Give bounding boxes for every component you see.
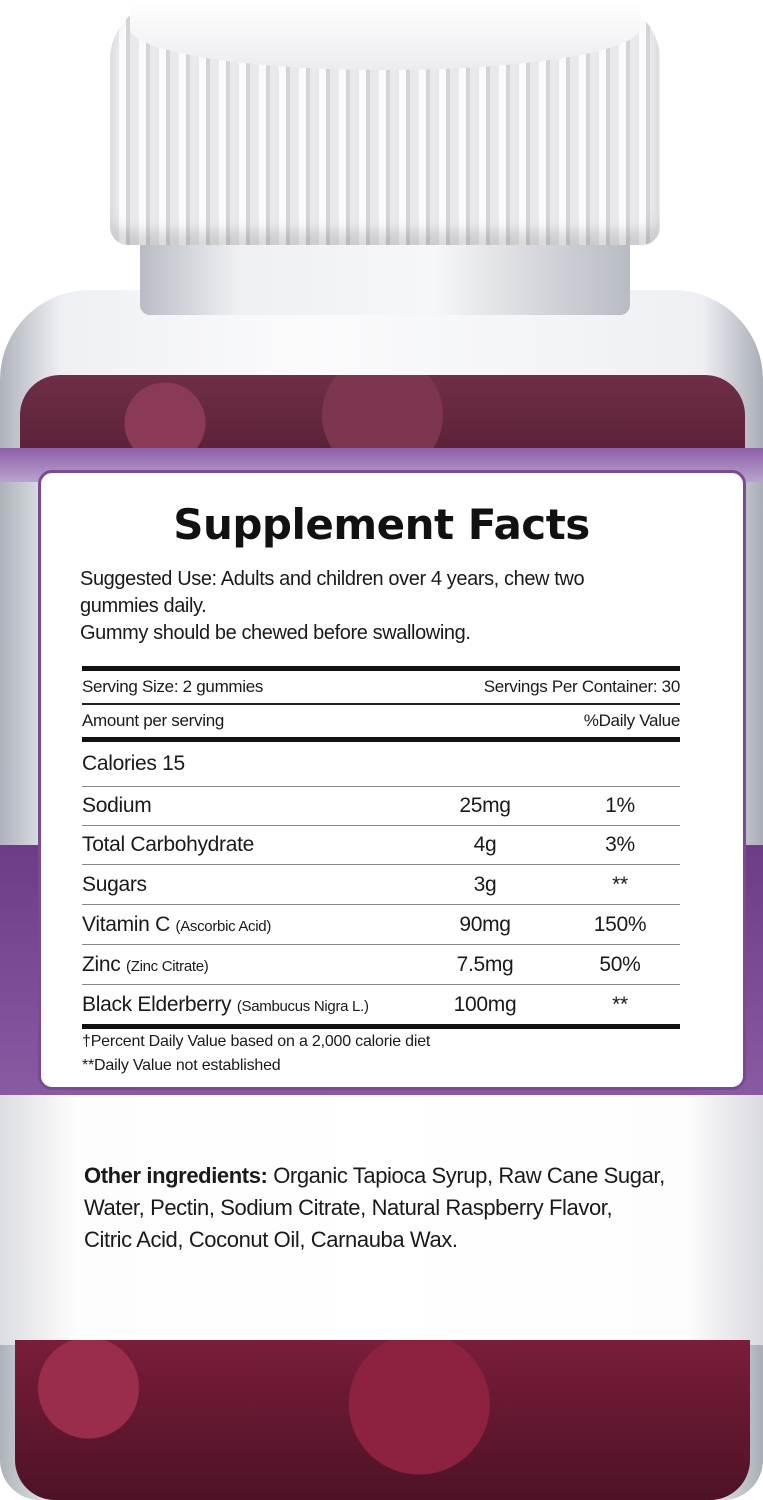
suggested-use-line: Suggested Use: Adults and children over … <box>80 568 585 590</box>
nutrient-daily-value: 50% <box>599 952 641 976</box>
nutrient-row: Total Carbohydrate 4g 3% <box>82 826 680 864</box>
footnote: **Daily Value not established <box>82 1057 281 1074</box>
nutrient-row: Zinc (Zinc Citrate) 7.5mg 50% <box>82 945 680 984</box>
cap-top <box>130 0 640 70</box>
nutrient-label: Sugars <box>82 872 147 896</box>
suggested-use: Suggested Use: Adults and children over … <box>80 566 700 647</box>
ingredients-line: Citric Acid, Coconut Oil, Carnauba Wax. <box>84 1227 458 1252</box>
divider <box>82 786 680 787</box>
other-ingredients: Other ingredients: Organic Tapioca Syrup… <box>84 1160 724 1256</box>
nutrient-amount: 25mg <box>459 794 511 817</box>
nutrient-daily-value: 3% <box>605 833 635 856</box>
serving-size: Serving Size: 2 gummies <box>82 677 264 696</box>
divider <box>82 825 680 826</box>
divider <box>82 904 680 905</box>
nutrient-row: Sugars 3g ** <box>82 865 680 904</box>
nutrient-amount: 90mg <box>459 912 511 936</box>
supplement-facts-title: Supplement Facts <box>173 500 590 549</box>
suggested-use-line: Gummy should be chewed before swallowing… <box>80 622 471 644</box>
nutrient-amount: 3g <box>473 872 497 896</box>
divider <box>82 737 680 742</box>
nutrient-label: Vitamin C <box>82 912 170 936</box>
footnote: †Percent Daily Value based on a 2,000 ca… <box>82 1033 431 1050</box>
nutrient-amount: 100mg <box>453 992 517 1016</box>
bottle-neck <box>140 235 630 315</box>
nutrient-row: Vitamin C (Ascorbic Acid) 90mg 150% <box>82 905 680 944</box>
ingredients-line: Water, Pectin, Sodium Citrate, Natural R… <box>84 1195 613 1220</box>
facts-table: Serving Size: 2 gummies Servings Per Con… <box>82 666 680 1029</box>
other-ingredients-heading: Other ingredients: <box>84 1163 268 1188</box>
nutrient-name: Total Carbohydrate <box>82 833 410 857</box>
gummies-bottom <box>15 1340 750 1500</box>
nutrient-source: (Zinc Citrate) <box>126 957 209 975</box>
nutrient-daily-value: ** <box>612 992 628 1016</box>
nutrient-row: Black Elderberry (Sambucus Nigra L.) 100m… <box>82 985 680 1024</box>
nutrient-name: Sugars <box>82 873 410 897</box>
supplement-facts-panel <box>38 470 746 1090</box>
nutrient-daily-value: 150% <box>593 912 647 936</box>
nutrient-source: (Sambucus Nigra L.) <box>236 997 369 1015</box>
divider <box>82 703 680 705</box>
calories: Calories 15 <box>82 752 185 775</box>
nutrient-label: Sodium <box>82 794 152 817</box>
nutrient-label: Total Carbohydrate <box>82 833 255 856</box>
nutrient-daily-value: ** <box>612 872 628 896</box>
divider <box>82 864 680 865</box>
nutrient-source: (Ascorbic Acid) <box>175 917 272 935</box>
nutrient-name: Vitamin C (Ascorbic Acid) <box>82 913 410 937</box>
divider <box>82 944 680 945</box>
divider <box>82 984 680 985</box>
lower-label <box>0 1095 763 1345</box>
nutrient-daily-value: 1% <box>605 794 635 817</box>
ingredients-line: Organic Tapioca Syrup, Raw Cane Sugar, <box>267 1163 665 1188</box>
footnotes: †Percent Daily Value based on a 2,000 ca… <box>82 1030 430 1078</box>
suggested-use-line: gummies daily. <box>80 595 207 617</box>
nutrient-amount: 7.5mg <box>456 952 514 976</box>
nutrient-row: Sodium 25mg 1% <box>82 787 680 825</box>
divider <box>82 666 680 671</box>
divider <box>82 1024 680 1029</box>
amount-per-serving: Amount per serving <box>82 711 225 730</box>
servings-per-container: Servings Per Container: 30 <box>483 677 681 696</box>
calories-row: Calories 15 <box>82 742 680 786</box>
header-row: Amount per serving %Daily Value <box>82 705 680 737</box>
nutrient-name: Zinc (Zinc Citrate) <box>82 953 410 977</box>
nutrient-name: Sodium <box>82 794 410 818</box>
gummies-top <box>20 375 745 455</box>
nutrient-name: Black Elderberry (Sambucus Nigra L.) <box>82 993 410 1017</box>
serving-row: Serving Size: 2 gummies Servings Per Con… <box>82 671 680 703</box>
nutrient-label: Zinc <box>82 952 121 976</box>
nutrient-amount: 4g <box>473 833 497 856</box>
nutrient-label: Black Elderberry <box>82 992 232 1016</box>
daily-value-header: %Daily Value <box>583 711 681 730</box>
